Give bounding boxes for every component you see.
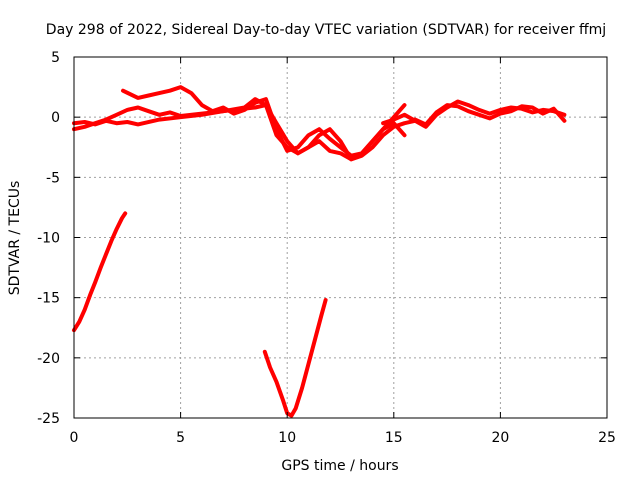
x-axis-label: GPS time / hours <box>281 458 398 474</box>
series-layer <box>72 85 567 418</box>
x-tick-label: 0 <box>70 430 79 446</box>
x-tick-label: 5 <box>176 430 185 446</box>
y-tick-label: -20 <box>37 351 60 367</box>
x-tick-label: 20 <box>491 430 509 446</box>
y-tick-label: 0 <box>51 110 60 126</box>
x-tick-label: 10 <box>278 430 296 446</box>
ticks: 0 5 10 15 20 25 5 0 -5 -10 -15 -20 -25 <box>37 50 616 446</box>
y-tick-label: -15 <box>37 291 60 307</box>
series-track-g <box>262 298 328 418</box>
x-tick-label: 15 <box>385 430 403 446</box>
series-track-f <box>72 211 128 333</box>
chart-title: Day 298 of 2022, Sidereal Day-to-day VTE… <box>46 22 606 38</box>
y-tick-label: -25 <box>37 411 60 427</box>
series-track-c <box>121 85 407 158</box>
x-tick-label: 25 <box>598 430 616 446</box>
series-track-b <box>72 97 407 162</box>
y-axis-label: SDTVAR / TECUs <box>7 181 23 296</box>
y-tick-label: -10 <box>37 231 60 247</box>
y-tick-label: 5 <box>51 50 60 66</box>
series-track-e <box>413 103 567 127</box>
y-tick-label: -5 <box>46 170 60 186</box>
